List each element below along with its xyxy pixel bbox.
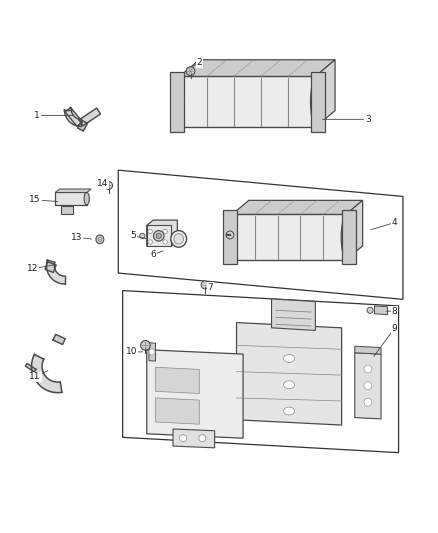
Polygon shape (342, 210, 356, 264)
Polygon shape (55, 189, 91, 192)
Polygon shape (237, 322, 342, 425)
Polygon shape (64, 110, 81, 126)
Text: 13: 13 (71, 232, 82, 241)
Text: 5: 5 (131, 231, 137, 240)
Polygon shape (170, 72, 184, 132)
Polygon shape (155, 398, 199, 424)
Polygon shape (180, 60, 335, 76)
Circle shape (364, 398, 372, 406)
Circle shape (148, 229, 152, 233)
Circle shape (156, 233, 162, 238)
Ellipse shape (284, 354, 295, 362)
Polygon shape (180, 76, 315, 127)
Polygon shape (355, 346, 381, 354)
Ellipse shape (84, 192, 89, 205)
Polygon shape (61, 206, 73, 214)
Ellipse shape (174, 233, 184, 244)
Polygon shape (232, 214, 346, 260)
Polygon shape (25, 364, 36, 372)
Text: 11: 11 (29, 373, 41, 382)
Polygon shape (232, 200, 363, 214)
Polygon shape (223, 210, 237, 264)
Polygon shape (53, 334, 65, 344)
Polygon shape (78, 120, 88, 131)
Text: 15: 15 (29, 196, 41, 205)
Text: 2: 2 (197, 58, 202, 67)
Polygon shape (46, 260, 65, 284)
Circle shape (163, 240, 167, 244)
Polygon shape (272, 299, 315, 330)
Polygon shape (65, 108, 82, 126)
Polygon shape (355, 353, 381, 419)
Circle shape (140, 233, 145, 238)
Ellipse shape (175, 79, 184, 125)
Circle shape (201, 281, 209, 289)
Circle shape (180, 435, 187, 442)
Polygon shape (311, 72, 325, 132)
Ellipse shape (96, 235, 104, 244)
Circle shape (367, 307, 373, 313)
Polygon shape (346, 200, 363, 260)
Text: 1: 1 (34, 111, 40, 120)
Text: 9: 9 (391, 324, 397, 333)
Circle shape (149, 349, 155, 355)
Ellipse shape (284, 407, 295, 415)
Circle shape (199, 435, 206, 442)
Text: 14: 14 (97, 179, 109, 188)
Ellipse shape (98, 237, 102, 241)
Polygon shape (315, 60, 335, 127)
Bar (147, 225, 171, 246)
Circle shape (364, 365, 372, 373)
Polygon shape (147, 350, 243, 438)
Polygon shape (149, 343, 155, 361)
Circle shape (105, 182, 113, 189)
Text: 6: 6 (150, 250, 156, 259)
Ellipse shape (341, 216, 351, 257)
Text: 10: 10 (126, 348, 137, 357)
Text: 12: 12 (27, 264, 39, 273)
Text: 3: 3 (365, 115, 371, 124)
Polygon shape (79, 108, 100, 126)
Text: 4: 4 (392, 218, 397, 227)
Polygon shape (374, 306, 388, 314)
Ellipse shape (171, 231, 187, 247)
Polygon shape (147, 220, 177, 246)
Text: 7: 7 (207, 283, 213, 292)
Bar (55, 192, 87, 205)
Circle shape (141, 341, 150, 350)
Polygon shape (32, 354, 62, 393)
Circle shape (148, 240, 152, 244)
Circle shape (364, 382, 372, 390)
Polygon shape (173, 429, 215, 448)
Circle shape (153, 231, 164, 241)
Circle shape (163, 229, 167, 233)
Polygon shape (45, 262, 56, 272)
Ellipse shape (311, 79, 320, 125)
Polygon shape (155, 367, 199, 393)
Ellipse shape (284, 381, 295, 389)
Ellipse shape (227, 216, 237, 257)
Text: 8: 8 (391, 306, 397, 316)
Circle shape (226, 231, 234, 239)
Circle shape (186, 67, 195, 76)
